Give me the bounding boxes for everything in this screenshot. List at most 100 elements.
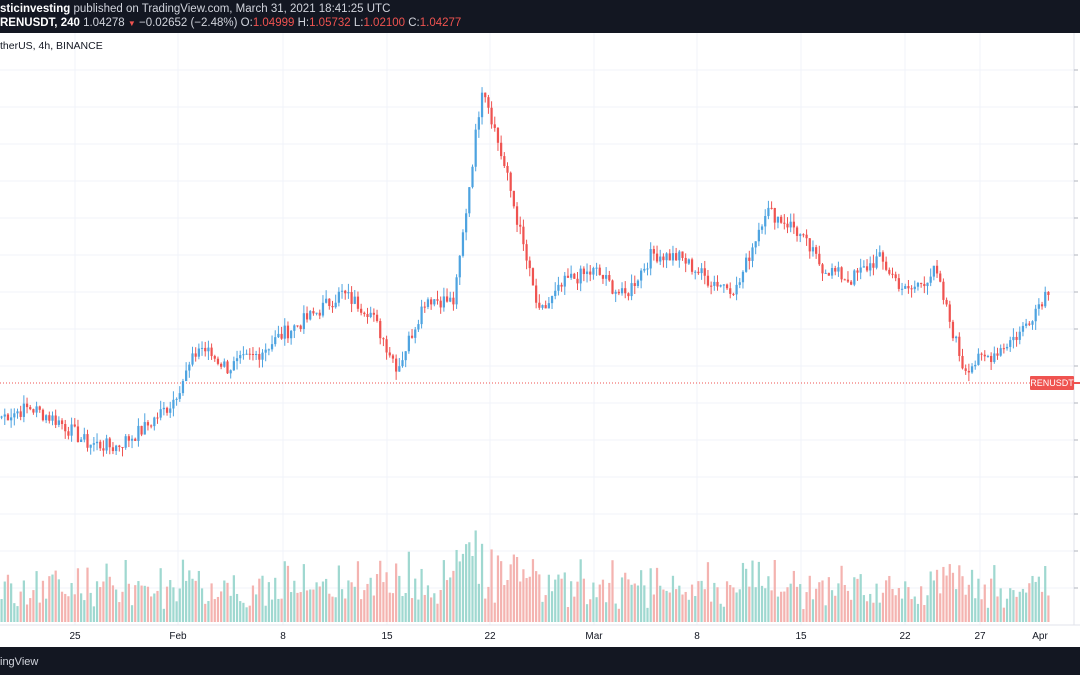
tradingview-brand[interactable]: ingView bbox=[0, 656, 39, 668]
volume-bar bbox=[703, 589, 706, 622]
candle-body bbox=[767, 207, 770, 217]
candle-body bbox=[360, 308, 363, 313]
volume-bar bbox=[506, 579, 509, 622]
candle-body bbox=[496, 127, 500, 143]
volume-bar bbox=[592, 582, 595, 622]
candle-body bbox=[16, 411, 19, 414]
candle-body bbox=[659, 256, 662, 262]
candle-body bbox=[312, 311, 315, 314]
candle-body bbox=[958, 336, 961, 356]
volume-bar bbox=[573, 596, 576, 622]
candle-body bbox=[837, 267, 840, 272]
time-tick-label: Apr bbox=[1032, 631, 1048, 642]
candle-body bbox=[745, 257, 748, 272]
candle-body bbox=[550, 296, 554, 304]
candle-body bbox=[95, 441, 99, 444]
volume-bar bbox=[484, 598, 487, 622]
volume-bar bbox=[735, 592, 738, 622]
candle-body bbox=[235, 358, 239, 362]
volume-bar bbox=[531, 559, 535, 622]
volume-bar bbox=[245, 607, 248, 622]
candle-body bbox=[124, 436, 127, 448]
volume-bar bbox=[200, 588, 204, 622]
volume-bar bbox=[891, 588, 894, 622]
volume-bar bbox=[439, 589, 442, 622]
candle-body bbox=[1025, 323, 1028, 326]
candle-body bbox=[671, 253, 675, 261]
volume-bar bbox=[783, 591, 786, 622]
candle-body bbox=[1028, 323, 1031, 325]
candle-body bbox=[716, 281, 719, 287]
volume-bar bbox=[827, 577, 830, 622]
volume-bar bbox=[232, 575, 235, 622]
candle-body bbox=[570, 273, 573, 278]
volume-bars bbox=[0, 530, 1050, 622]
volume-bar bbox=[315, 582, 318, 622]
volume-bar bbox=[283, 561, 286, 622]
low-label: L: bbox=[353, 17, 364, 29]
volume-bar bbox=[375, 574, 379, 622]
author-name[interactable]: sticinvesting bbox=[0, 3, 71, 15]
volume-bar bbox=[29, 598, 32, 622]
volume-bar bbox=[80, 593, 83, 622]
volume-bar bbox=[741, 562, 745, 622]
candle-body bbox=[340, 290, 344, 292]
volume-bar bbox=[220, 591, 223, 622]
candle-body bbox=[321, 302, 325, 316]
volume-bar bbox=[996, 596, 999, 622]
candlesticks bbox=[0, 87, 1050, 457]
volume-bar bbox=[799, 584, 802, 622]
candle-body bbox=[115, 445, 118, 452]
candle-body bbox=[232, 361, 235, 371]
volume-bar bbox=[480, 543, 484, 622]
volume-bar bbox=[331, 596, 334, 622]
candle-body bbox=[891, 273, 894, 275]
volume-bar bbox=[92, 606, 95, 622]
candle-body bbox=[118, 445, 121, 447]
candle-body bbox=[974, 364, 977, 367]
candle-body bbox=[143, 422, 146, 435]
volume-bar bbox=[67, 596, 70, 622]
candle-body bbox=[153, 417, 156, 427]
candle-body bbox=[773, 207, 776, 223]
candle-body bbox=[617, 291, 620, 294]
volume-bar bbox=[678, 585, 681, 622]
candle-body bbox=[506, 165, 509, 173]
candle-body bbox=[80, 439, 83, 443]
volume-bar bbox=[70, 583, 73, 622]
volume-bar bbox=[417, 599, 420, 622]
candle-body bbox=[697, 271, 700, 274]
volume-bar bbox=[872, 602, 875, 622]
candle-body bbox=[401, 360, 404, 367]
price-change: −0.02652 (−2.48%) bbox=[139, 17, 238, 29]
candle-body bbox=[13, 413, 16, 418]
candle-body bbox=[353, 296, 356, 304]
volume-bar bbox=[465, 544, 468, 622]
volume-bar bbox=[789, 583, 792, 622]
candle-body bbox=[356, 296, 360, 309]
volume-bar bbox=[935, 569, 939, 622]
candle-body bbox=[417, 324, 420, 330]
candle-body bbox=[729, 288, 732, 294]
volume-bar bbox=[916, 603, 920, 622]
volume-bar bbox=[900, 598, 904, 622]
volume-bar bbox=[25, 604, 29, 622]
candle-body bbox=[735, 284, 738, 295]
candle-body bbox=[436, 299, 439, 301]
candle-body bbox=[296, 325, 299, 327]
candle-body bbox=[815, 247, 818, 254]
volume-bar bbox=[993, 565, 996, 622]
volume-bar bbox=[611, 560, 614, 622]
candle-body bbox=[544, 305, 547, 309]
volume-bar bbox=[767, 576, 770, 622]
candle-body bbox=[789, 221, 792, 228]
volume-bar bbox=[955, 589, 958, 622]
current-price-label: RENUSDT bbox=[1030, 376, 1074, 390]
volume-bar bbox=[824, 605, 827, 622]
volume-bar bbox=[802, 609, 805, 622]
volume-bar bbox=[528, 576, 531, 622]
volume-bar bbox=[757, 561, 760, 622]
candle-body bbox=[372, 312, 375, 315]
volume-bar bbox=[423, 594, 426, 622]
